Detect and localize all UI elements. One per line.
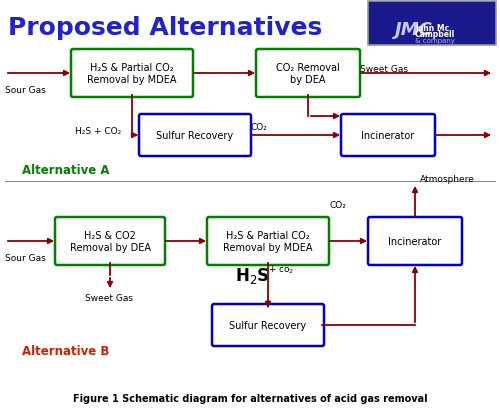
FancyBboxPatch shape <box>341 115 435 157</box>
Text: CO₂: CO₂ <box>250 123 267 132</box>
Text: Sweet Gas: Sweet Gas <box>85 293 133 302</box>
Text: H₂S + CO₂: H₂S + CO₂ <box>75 126 122 135</box>
Text: CO₂: CO₂ <box>330 201 347 210</box>
Text: Sweet Gas: Sweet Gas <box>360 64 408 74</box>
Text: H₂S & Partial CO₂
Removal by MDEA: H₂S & Partial CO₂ Removal by MDEA <box>223 230 313 253</box>
Text: Atmosphere: Atmosphere <box>420 175 475 183</box>
Text: CO₂ Removal
by DEA: CO₂ Removal by DEA <box>276 63 340 85</box>
Text: Alternative B: Alternative B <box>22 345 110 358</box>
Text: Campbell: Campbell <box>415 30 455 39</box>
FancyBboxPatch shape <box>256 50 360 98</box>
Text: JMC: JMC <box>395 21 433 39</box>
FancyBboxPatch shape <box>212 304 324 346</box>
FancyBboxPatch shape <box>71 50 193 98</box>
FancyBboxPatch shape <box>139 115 251 157</box>
Text: Incinerator: Incinerator <box>388 236 442 247</box>
Text: H₂S & CO2
Removal by DEA: H₂S & CO2 Removal by DEA <box>70 230 150 253</box>
Text: Figure 1 Schematic diagram for alternatives of acid gas removal: Figure 1 Schematic diagram for alternati… <box>72 393 428 403</box>
Text: H$_2$S: H$_2$S <box>235 266 270 285</box>
Text: H₂S & Partial CO₂
Removal by MDEA: H₂S & Partial CO₂ Removal by MDEA <box>88 63 177 85</box>
Text: Incinerator: Incinerator <box>362 131 414 141</box>
FancyBboxPatch shape <box>368 218 462 266</box>
Text: Sour Gas: Sour Gas <box>5 254 46 262</box>
Text: John Mc: John Mc <box>415 24 449 33</box>
Text: Proposed Alternatives: Proposed Alternatives <box>8 16 322 40</box>
Text: Sour Gas: Sour Gas <box>5 86 46 95</box>
Text: Sulfur Recovery: Sulfur Recovery <box>230 320 306 330</box>
FancyBboxPatch shape <box>368 2 496 46</box>
FancyBboxPatch shape <box>207 218 329 266</box>
Text: Alternative A: Alternative A <box>22 164 110 177</box>
FancyBboxPatch shape <box>55 218 165 266</box>
Text: Sulfur Recovery: Sulfur Recovery <box>156 131 234 141</box>
Text: + co$_2$: + co$_2$ <box>268 263 294 275</box>
Text: & company: & company <box>415 38 455 44</box>
